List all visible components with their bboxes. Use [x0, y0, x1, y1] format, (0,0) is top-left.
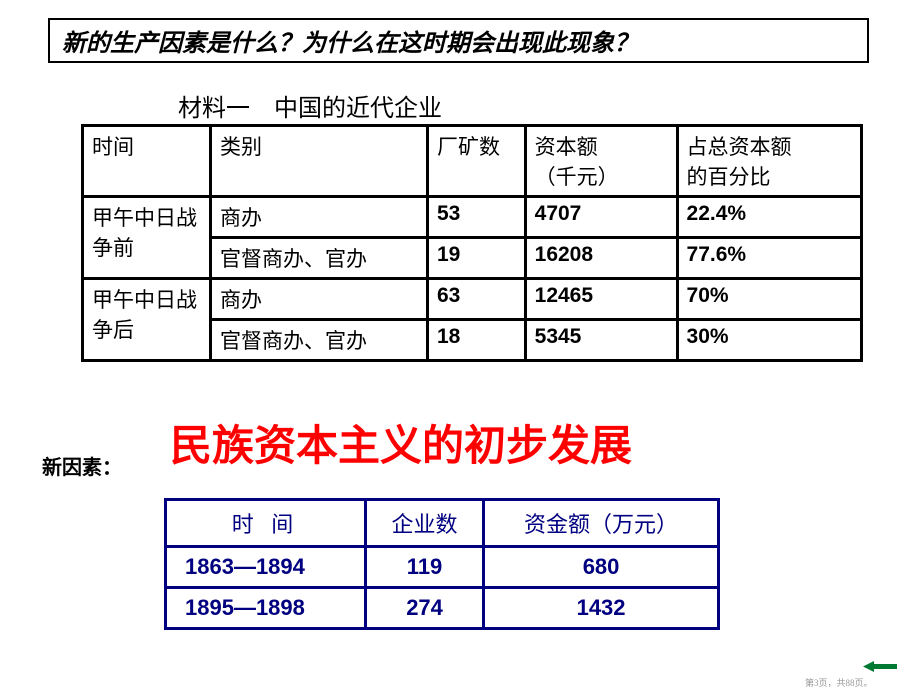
cell-category: 商办: [211, 197, 428, 238]
cell-count: 119: [366, 547, 484, 588]
table1-header-row: 时间 类别 厂矿数 资本额 （千元） 占总资本额 的百分比: [83, 126, 862, 197]
factor-label: 新因素：: [42, 451, 122, 480]
cell-time-post: 甲午中日战争后: [83, 279, 211, 361]
question-box: 新的生产因素是什么？为什么在这时期会出现此现象？: [48, 18, 869, 63]
table2-row: 1895—1898 274 1432: [166, 588, 719, 629]
cell-pct: 77.6%: [677, 238, 861, 279]
question-text: 新的生产因素是什么？为什么在这时期会出现此现象？: [62, 23, 638, 58]
cell-mines: 19: [428, 238, 526, 279]
cell-mines: 53: [428, 197, 526, 238]
hdr-count: 企业数: [366, 500, 484, 547]
hdr-pct-l2: 的百分比: [687, 166, 771, 189]
cell-mines: 63: [428, 279, 526, 320]
hdr-amount: 资金额（万元）: [484, 500, 719, 547]
hdr-pct-l1: 占总资本额: [687, 136, 792, 159]
table-enterprise-count: 时 间 企业数 资金额（万元） 1863—1894 119 680 1895—1…: [164, 498, 720, 630]
cell-category: 商办: [211, 279, 428, 320]
hdr-capital-l1: 资本额: [535, 136, 598, 159]
hdr-mines: 厂矿数: [428, 126, 526, 197]
back-arrow-icon[interactable]: [863, 661, 897, 672]
table1-caption: 材料一 中国的近代企业: [178, 88, 442, 123]
table1-row: 甲午中日战争后 商办 63 12465 70%: [83, 279, 862, 320]
hdr-time: 时 间: [166, 500, 366, 547]
hdr-capital: 资本额 （千元）: [525, 126, 677, 197]
cell-category: 官督商办、官办: [211, 320, 428, 361]
hdr-category: 类别: [211, 126, 428, 197]
cell-amount: 680: [484, 547, 719, 588]
cell-mines: 18: [428, 320, 526, 361]
page-number: 第3页，共88页。: [805, 676, 873, 689]
table2-row: 1863—1894 119 680: [166, 547, 719, 588]
table2-header-row: 时 间 企业数 资金额（万元）: [166, 500, 719, 547]
cell-amount: 1432: [484, 588, 719, 629]
cell-capital: 5345: [525, 320, 677, 361]
cell-count: 274: [366, 588, 484, 629]
cell-capital: 16208: [525, 238, 677, 279]
cell-time-pre: 甲午中日战争前: [83, 197, 211, 279]
hdr-pct: 占总资本额 的百分比: [677, 126, 861, 197]
cell-pct: 22.4%: [677, 197, 861, 238]
cell-pct: 70%: [677, 279, 861, 320]
table-modern-enterprises: 时间 类别 厂矿数 资本额 （千元） 占总资本额 的百分比 甲午中日战争前 商办…: [81, 124, 863, 362]
cell-capital: 12465: [525, 279, 677, 320]
cell-capital: 4707: [525, 197, 677, 238]
hdr-capital-l2: （千元）: [535, 166, 619, 189]
cell-time: 1863—1894: [166, 547, 366, 588]
cell-time: 1895—1898: [166, 588, 366, 629]
hdr-time: 时间: [83, 126, 211, 197]
cell-category: 官督商办、官办: [211, 238, 428, 279]
cell-pct: 30%: [677, 320, 861, 361]
table1-row: 甲午中日战争前 商办 53 4707 22.4%: [83, 197, 862, 238]
factor-answer: 民族资本主义的初步发展: [170, 412, 632, 473]
